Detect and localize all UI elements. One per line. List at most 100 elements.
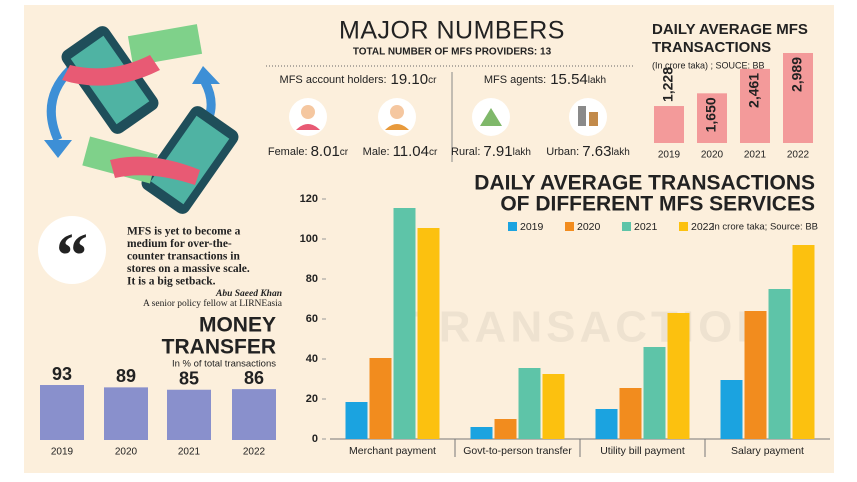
x-tick-label: Utility bill payment	[600, 445, 685, 457]
icon-body	[385, 124, 409, 130]
icon-head	[301, 105, 315, 119]
chart-subtitle: In crore taka; Source: BB	[712, 222, 818, 233]
x-tick-label: 2019	[658, 150, 681, 161]
value-label: 2,461	[746, 73, 762, 108]
x-tick-label: 2020	[701, 150, 724, 161]
quote-role: A senior policy fellow at LIRNEasia	[143, 298, 283, 309]
bar	[792, 245, 815, 439]
x-tick-label: 2021	[744, 150, 767, 161]
hand	[62, 55, 160, 86]
quote-author: Abu Saeed Khan	[215, 289, 282, 299]
bar	[654, 106, 684, 143]
x-tick-label: 2021	[178, 447, 201, 458]
quote-line: stores on a massive scale.	[127, 263, 250, 275]
bar	[232, 389, 276, 440]
phone-illustration	[44, 24, 239, 214]
item-unit: cr	[340, 147, 349, 158]
icon-building	[578, 106, 586, 126]
watermark: TRANSACTION	[408, 303, 772, 352]
item-unit: cr	[429, 147, 438, 158]
chart-title: DAILY AVERAGE TRANSACTIONS	[474, 172, 815, 195]
bar	[643, 347, 666, 439]
item: Urban: 7.63lakh	[546, 143, 630, 160]
x-tick-label: Merchant payment	[349, 445, 436, 457]
icon-urban	[569, 98, 607, 136]
chart-subtitle: In % of total transactions	[172, 359, 276, 370]
value-label: 86	[244, 368, 264, 388]
icon-body	[296, 124, 320, 130]
arrow-head	[44, 140, 72, 158]
value-label: 2,989	[789, 57, 805, 92]
x-tick-label: 2022	[787, 150, 810, 161]
item-label: Female:	[268, 146, 308, 158]
bar	[167, 389, 211, 440]
phone-screen	[150, 115, 230, 205]
x-tick-label: Govt-to-person transfer	[463, 445, 572, 457]
quote-line: It is a big setback.	[127, 276, 216, 288]
item: Male: 11.04cr	[363, 143, 438, 160]
item-unit: lakh	[611, 147, 629, 158]
y-tick-label: 120	[300, 193, 318, 205]
group-value: 19.10	[391, 71, 429, 88]
item-unit: lakh	[513, 147, 531, 158]
chart-subtitle: (In crore taka) ; SOUCE: BB	[652, 60, 765, 70]
legend-swatch	[622, 222, 631, 231]
major-title: MAJOR NUMBERS	[339, 17, 565, 45]
y-tick-label: 60	[306, 313, 318, 325]
icon-head	[390, 105, 404, 119]
bar	[345, 402, 368, 439]
bar	[744, 311, 767, 439]
bar	[40, 385, 84, 440]
bar	[783, 53, 813, 143]
person-icons	[289, 98, 607, 136]
x-tick-label: Salary payment	[731, 445, 804, 457]
group-unit: lakh	[588, 75, 606, 86]
legend-swatch	[508, 222, 517, 231]
quote-mark: “	[56, 220, 88, 291]
group-label: MFS account holders:	[280, 74, 387, 86]
y-tick-label: 20	[306, 393, 318, 405]
item-value: 7.91	[483, 143, 512, 160]
chart-title: DAILY AVERAGE MFS TRANSACTIONS	[652, 21, 808, 56]
item-value: 7.63	[582, 143, 611, 160]
icon-building	[589, 112, 598, 126]
group-header: MFS agents: 15.54lakh	[484, 71, 606, 88]
legend-swatch	[679, 222, 688, 231]
bar	[104, 387, 148, 440]
icon-house	[480, 108, 502, 126]
chart-title: TRANSFER	[162, 336, 276, 359]
bar	[417, 228, 440, 439]
y-tick-label: 100	[300, 233, 318, 245]
item-label: Rural:	[451, 146, 480, 158]
chart-title-line: TRANSACTIONS	[652, 39, 771, 56]
arrow-head	[192, 66, 220, 84]
legend-label: 2022	[691, 221, 715, 233]
banknote	[127, 24, 203, 66]
value-label: 93	[52, 364, 72, 384]
quote-line: MFS is yet to become a	[127, 226, 241, 238]
legend-label: 2019	[520, 221, 544, 233]
group-header: MFS account holders: 19.10cr	[280, 71, 438, 88]
group-value: 15.54	[550, 71, 588, 88]
y-tick-label: 80	[306, 273, 318, 285]
value-label: 1,650	[703, 97, 719, 132]
major-subtitle: TOTAL NUMBER OF MFS PROVIDERS: 13	[353, 47, 552, 58]
x-tick-label: 2020	[115, 447, 138, 458]
x-tick-label: 2019	[51, 447, 74, 458]
bar	[667, 313, 690, 439]
y-tick-label: 40	[306, 353, 318, 365]
item: Rural: 7.91lakh	[451, 143, 531, 160]
chart-title: OF DIFFERENT MFS SERVICES	[500, 193, 815, 216]
quote-line: counter transactions in	[127, 251, 240, 263]
x-tick-label: 2022	[243, 447, 266, 458]
legend-swatch	[565, 222, 574, 231]
value-label: 85	[179, 368, 199, 388]
quote-line: medium for over-the-	[127, 238, 232, 250]
item-label: Male:	[363, 146, 390, 158]
bar	[619, 388, 642, 439]
bar	[542, 374, 565, 439]
legend-label: 2020	[577, 221, 601, 233]
quote-bubble	[38, 216, 106, 284]
